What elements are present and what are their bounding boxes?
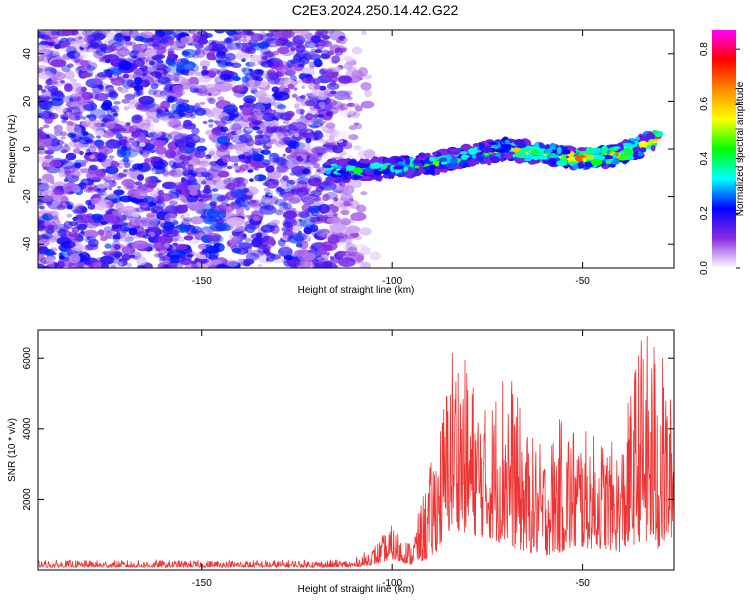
snr-xlabel: Height of straight line (km) [298,584,415,595]
spectrogram-ticks: -150 -100 -50 -40 -20 0 20 40 [22,30,674,287]
spectrogram-panel: -150 -100 -50 -40 -20 0 20 40 Height of straigh… [7,29,675,296]
snr-series-line [38,335,674,569]
x-tick-label: -50 [575,276,590,287]
y-tick-label: -20 [22,189,33,204]
x-tick-label: -50 [575,578,590,589]
colorbar-tick-label: 0.2 [699,206,710,220]
x-tick-label: -150 [192,276,212,287]
x-tick-label: -100 [382,578,402,589]
snr-panel: -150 -100 -50 2000 4000 6000 Height of straig… [7,329,675,595]
x-tick-label: -100 [382,276,402,287]
snr-ylabel: SNR (10 * v/v) [7,418,18,482]
spectrogram-xlabel: Height of straight line (km) [298,285,415,296]
colorbar-label: Normalized spectral amplitude [735,81,746,216]
colorbar-tick-label: 0.6 [699,96,710,110]
y-tick-label: 20 [22,95,33,107]
snr-frame [37,329,675,571]
colorbar-tick-label: 0.8 [699,42,710,56]
snr-ticks: -150 -100 -50 2000 4000 6000 [22,330,674,589]
spectrogram-ylabel: Frequency (Hz) [7,115,18,184]
colorbar-gradient [712,30,736,268]
snr-background [38,330,674,570]
y-tick-label: 40 [22,48,33,60]
x-tick-label: -150 [192,578,212,589]
heatmap-cells [38,30,664,268]
colorbar: 0.0 0.2 0.4 0.6 0.8 Normalized spectral ampl… [699,30,746,275]
chart-title: C2E3.2024.250.14.42.G22 [292,2,459,18]
colorbar-tick-label: 0.4 [699,151,710,165]
y-tick-label: -40 [22,237,33,252]
y-tick-label: 6000 [22,347,33,370]
y-tick-label: 0 [22,146,33,152]
y-tick-label: 2000 [22,488,33,511]
colorbar-ticks: 0.0 0.2 0.4 0.6 0.8 [699,42,740,275]
colorbar-tick-label: 0.0 [699,261,710,275]
y-tick-label: 4000 [22,417,33,440]
